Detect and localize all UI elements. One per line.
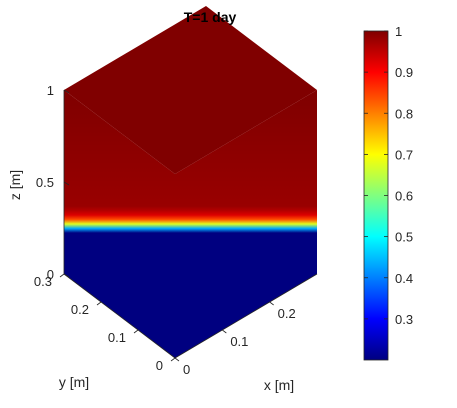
colorbar-ticks: 0.3 0.4 0.5 0.6 0.7 0.8 0.9 1 [364,24,413,327]
z-ticks: 00.51 [36,83,70,282]
z-tick-mark [63,89,70,94]
colorbar-tick-label: 0.3 [395,312,413,327]
cube [64,6,317,358]
cube-face-right [175,90,317,358]
colorbar-tick-label: 0.4 [395,271,413,286]
z-tick-mark [63,181,70,186]
x-tick-mark [222,329,227,334]
y-tick-label: 0.2 [71,302,89,317]
z-tick-label: 0 [47,267,54,282]
x-axis-line [174,273,318,359]
y-tick-mark [96,301,102,306]
x-tick-label: 0 [183,362,190,377]
x-tick-mark [174,357,180,362]
x-tick-label: 0.1 [230,334,248,349]
z-axis-label: z [m] [7,170,23,200]
y-tick-label: 0.3 [34,274,52,289]
y-tick-label: 0.1 [108,330,126,345]
colorbar-tick-label: 0.7 [395,147,413,162]
y-tick-mark [133,329,139,334]
y-axis-label: y [m] [59,374,89,390]
y-tick-mark [170,357,176,362]
z-tick-label: 0.5 [36,175,54,190]
x-tick-mark [269,301,274,306]
colorbar-tick-label: 1 [395,24,402,39]
colorbar-tick-label: 0.6 [395,189,413,204]
x-axis-label: x [m] [264,377,294,393]
colorbar-tick-label: 0.5 [395,230,413,245]
y-tick-mark [59,273,65,278]
colorbar-tick-label: 0.9 [395,65,413,80]
z-tick-mark [63,273,70,278]
axes: 00.51 00.10.20.3 00.10.2 [34,83,318,377]
chart-title: T=1 day [184,9,237,25]
x-ticks: 0 0.1 0.2 [174,301,296,377]
cube-face-left [64,90,175,358]
colorbar: 0.3 0.4 0.5 0.6 0.7 0.8 0.9 1 [363,24,413,361]
x-tick-label: 0.2 [278,306,296,321]
z-tick-label: 1 [47,83,54,98]
y-ticks: 0 0.1 0.2 0.3 [34,273,176,373]
y-axis-line [63,273,176,359]
cube-face-top [64,6,317,174]
colorbar-tick-label: 0.8 [395,106,413,121]
y-tick-label: 0 [156,358,163,373]
